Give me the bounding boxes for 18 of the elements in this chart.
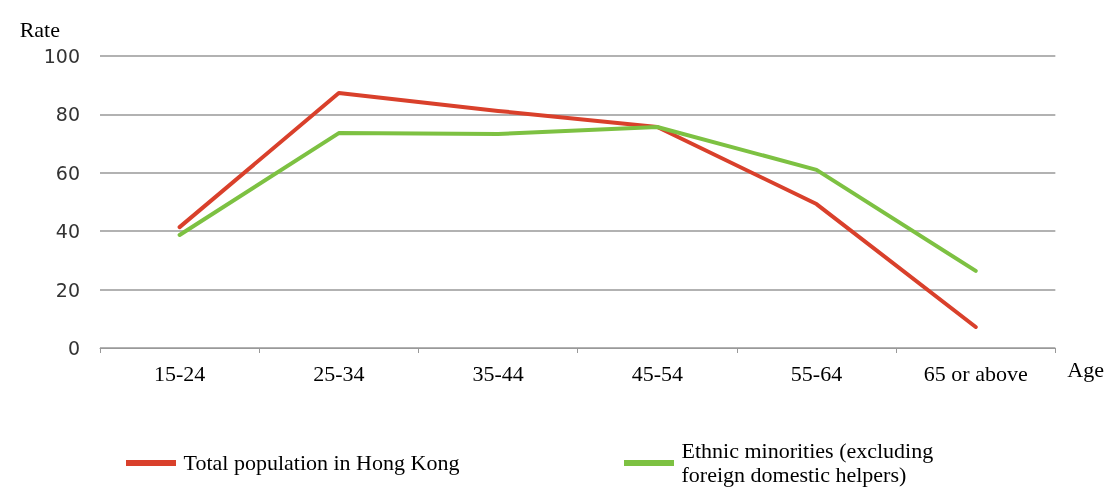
y-tick-label: 20 [55, 278, 80, 301]
y-tick-label: 100 [43, 45, 80, 67]
x-tick-label: 25-34 [313, 360, 365, 386]
x-tick-label: 65 or above [923, 360, 1028, 386]
legend-label: Ethnic minorities (excluding foreign domestic helpers) [681, 438, 935, 487]
y-tick-label: 40 [55, 220, 80, 243]
x-axis-title: Age [1067, 356, 1104, 382]
x-tick-label: 35-44 [472, 360, 524, 386]
x-tick-label: 55-64 [790, 360, 843, 386]
line-series [177, 124, 978, 273]
y-tick-label: 80 [55, 103, 80, 126]
legend-label: Total population in Hong Kong [183, 450, 461, 475]
y-tick-label: 60 [55, 161, 80, 184]
x-tick-label: 15-24 [153, 360, 206, 386]
line-series [177, 91, 978, 329]
y-axis-title: Rate [19, 16, 60, 42]
x-tick-label: 45-54 [631, 360, 683, 386]
y-tick-label: 0 [67, 337, 80, 359]
